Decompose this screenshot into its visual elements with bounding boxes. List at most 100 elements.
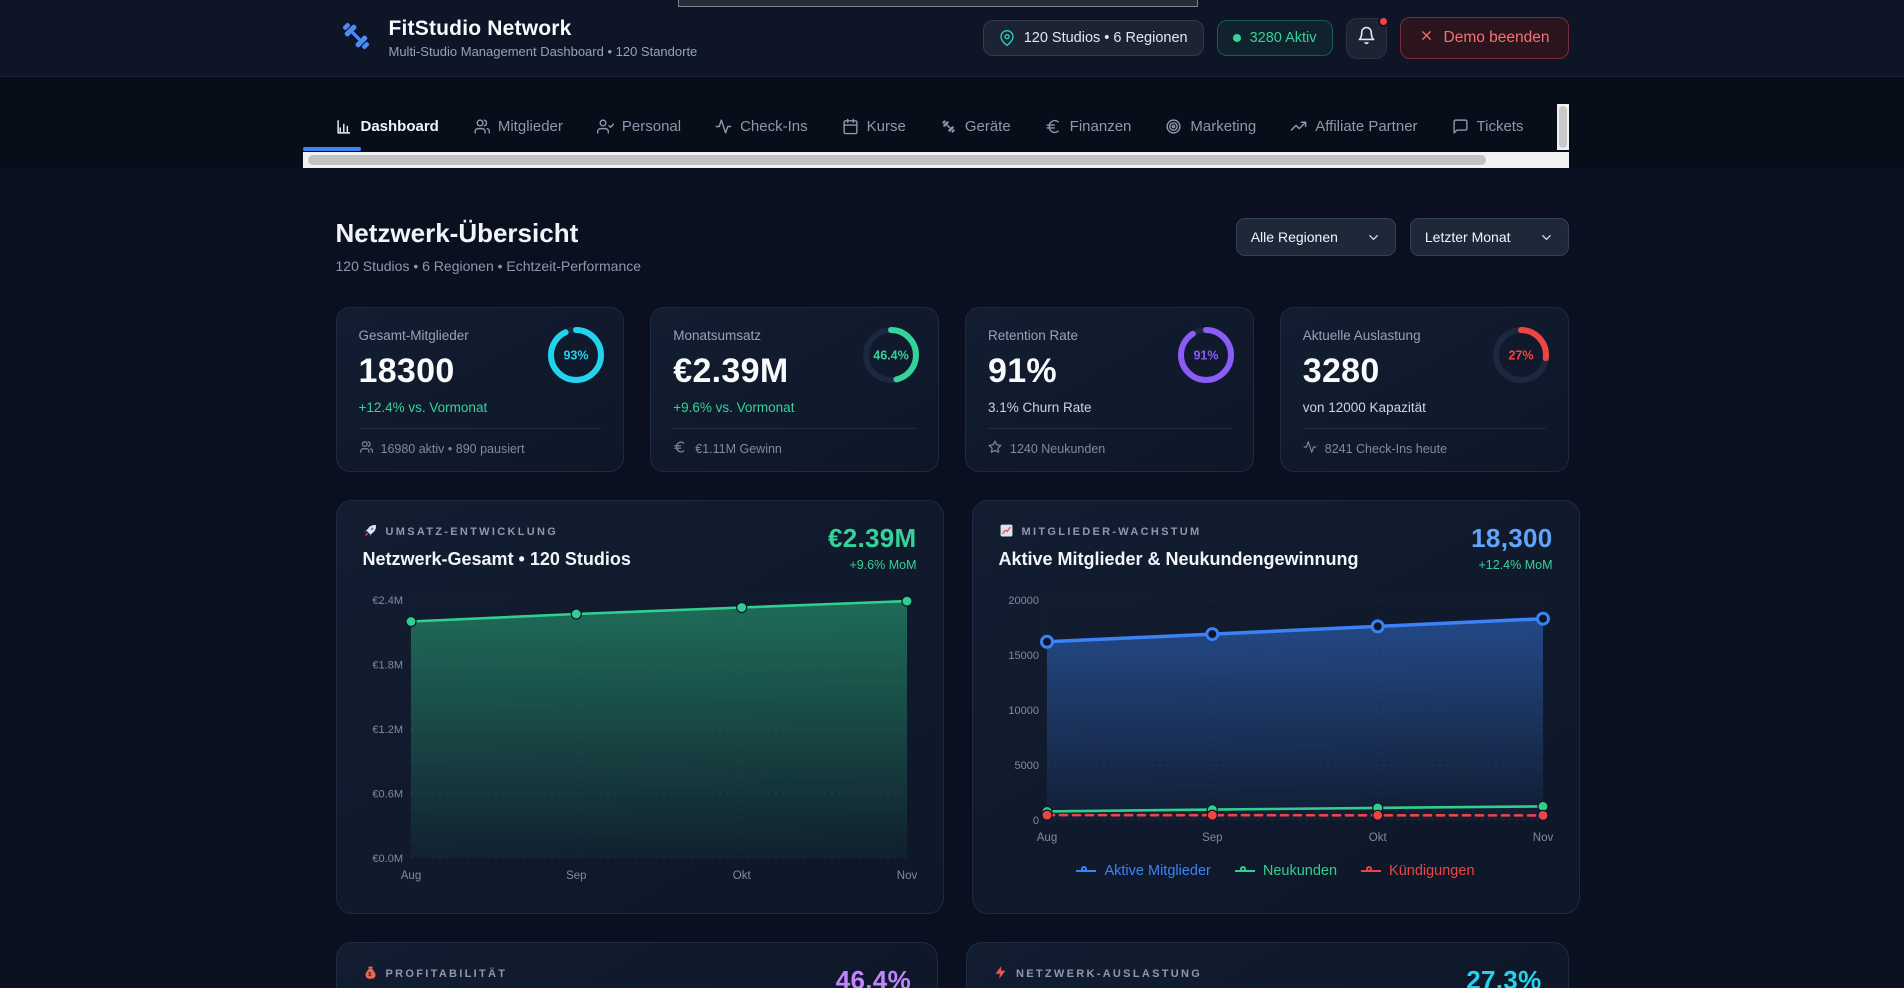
status-dot (1232, 34, 1241, 42)
bottom-cards-grid: $PROFITABILITÄTGewinnmarge & Profit-Entw… (335, 942, 1569, 988)
svg-text:Nov: Nov (896, 870, 916, 882)
zap-icon (995, 966, 1006, 979)
nav-section: Dashboard Mitglieder Personal Check-Ins Kurs… (0, 77, 1904, 168)
svg-text:Sep: Sep (566, 870, 586, 882)
kpi-card-gesamt-mitglieder: Gesamt-Mitglieder 18300 +12.4% vs. Vormona… (335, 307, 625, 472)
legend-item-k-ndigungen[interactable]: Kündigungen (1361, 863, 1475, 879)
bell-icon (1358, 26, 1374, 45)
main-content: Netzwerk-Übersicht 120 Studios • 6 Regio… (335, 218, 1580, 988)
kpi-value: 18300 (358, 352, 455, 390)
tab-kurse[interactable]: Kurse (842, 118, 906, 135)
tab-tickets[interactable]: Tickets (1452, 117, 1524, 135)
kpi-ring-retention-rate: 91% (1175, 324, 1237, 391)
revenue-chart-svg: €0.0M €0.6M €1.2M €1.8M €2.4M Aug Sep Okt Nov (372, 595, 917, 882)
message-icon (1452, 118, 1468, 134)
end-demo-label: Demo beenden (1443, 29, 1550, 46)
users-icon (474, 118, 490, 134)
star-icon (988, 440, 1002, 453)
kpi-footer: €1.11M Gewinn (673, 428, 916, 457)
tab-personal[interactable]: Personal (596, 117, 682, 135)
location-badge-label: 120 Studios • 6 Regionen (1023, 30, 1188, 46)
app-logo (336, 18, 376, 58)
svg-text:€0.0M: €0.0M (372, 853, 403, 865)
calendar-icon (843, 118, 858, 134)
tab-label: Tickets (1476, 117, 1524, 135)
kpi-footer: 8241 Check-Ins heute (1302, 428, 1546, 457)
card-eyebrow: $ PROFITABILITÄT (363, 965, 664, 983)
legend-item-aktive-mitglieder[interactable]: Aktive Mitglieder (1076, 863, 1211, 879)
kpi-footer-text: 1240 Neukunden (1010, 441, 1106, 456)
chart-eyebrow: UMSATZ-ENTWICKLUNG (363, 523, 631, 541)
svg-text:Aug: Aug (400, 870, 420, 882)
tabs-viewport: Dashboard Mitglieder Personal Check-Ins Kurs… (336, 103, 1557, 149)
app-title: FitStudio Network (388, 17, 572, 40)
legend-marker-icon (1234, 866, 1255, 876)
svg-text:93%: 93% (564, 349, 589, 363)
kpi-label: Gesamt-Mitglieder (358, 328, 469, 343)
rocket-icon (364, 524, 376, 537)
kpi-ring-gesamt-mitglieder: 93% (545, 324, 607, 391)
chart-headline-value: 18,300 (1471, 523, 1553, 553)
tab-finanzen[interactable]: Finanzen (1045, 118, 1131, 135)
chevron-down-icon (1541, 234, 1551, 240)
svg-text:€0.6M: €0.6M (372, 788, 403, 800)
chart-eyebrow: MITGLIEDER-WACHSTUM (999, 523, 1359, 541)
nav-scrollbar-thumb[interactable] (307, 155, 1486, 165)
region-filter-select[interactable]: Alle Regionen (1235, 218, 1396, 256)
kpi-label: Aktuelle Auslastung (1302, 328, 1421, 343)
bar-chart-icon (336, 119, 350, 134)
tab-affiliate-partner[interactable]: Affiliate Partner (1290, 118, 1418, 135)
svg-text:Okt: Okt (732, 870, 751, 882)
kpi-footer-text: €1.11M Gewinn (695, 441, 782, 456)
card-headline-value: 27.3% (1466, 965, 1542, 988)
nav-vertical-scrollbar-thumb[interactable] (1558, 106, 1567, 148)
card-netzwerk-auslastung: NETZWERK-AUSLASTUNGKapazitätsnutzung - L… (966, 942, 1569, 988)
tab-check-ins[interactable]: Check-Ins (715, 118, 808, 135)
kpi-value: 3280 (1302, 352, 1380, 390)
chart-headline-value: €2.39M (827, 523, 917, 553)
legend-marker-icon (1361, 866, 1382, 876)
euro-icon (1046, 119, 1059, 133)
active-badge-label: 3280 Aktiv (1249, 30, 1317, 46)
period-filter-value: Letzter Monat (1424, 229, 1511, 245)
legend-item-neukunden[interactable]: Neukunden (1234, 863, 1337, 879)
dumbbell-icon (342, 22, 369, 49)
page-subtitle: 120 Studios • 6 Regionen • Echtzeit-Perf… (335, 258, 642, 274)
trending-up-icon (1290, 121, 1307, 131)
ring-gauge: 91% (1177, 327, 1234, 383)
end-demo-button[interactable]: Demo beenden (1399, 17, 1569, 59)
revenue-chart-card: UMSATZ-ENTWICKLUNG Netzwerk-Gesamt • 120 … (335, 500, 944, 914)
kpi-card-aktuelle-auslastung: Aktuelle Auslastung 3280 von 12000 Kapazit… (1279, 307, 1569, 472)
tab-ger-te[interactable]: Geräte (940, 118, 1011, 135)
period-filter-select[interactable]: Letzter Monat (1409, 218, 1569, 256)
notifications-button[interactable] (1345, 15, 1389, 59)
nav-horizontal-scrollbar[interactable] (302, 152, 1569, 168)
tab-mitglieder[interactable]: Mitglieder (473, 118, 563, 135)
charts-grid: UMSATZ-ENTWICKLUNG Netzwerk-Gesamt • 120 … (335, 500, 1580, 914)
svg-text:20000: 20000 (1008, 595, 1039, 607)
legend-label: Aktive Mitglieder (1104, 863, 1211, 879)
card-eyebrow: NETZWERK-AUSLASTUNG (993, 965, 1205, 983)
tab-label: Personal (621, 117, 682, 135)
svg-text:5000: 5000 (1014, 760, 1038, 772)
users-icon (359, 441, 373, 453)
svg-text:27%: 27% (1508, 349, 1533, 363)
region-filter-value: Alle Regionen (1250, 229, 1338, 245)
tab-label: Mitglieder (497, 117, 563, 135)
ring-gauge: 46.4% (863, 327, 919, 383)
members-chart-card: MITGLIEDER-WACHSTUM Aktive Mitglieder & N… (971, 500, 1580, 914)
kpi-footer-text: 16980 aktiv • 890 pausiert (380, 441, 525, 456)
nav-vertical-scrollbar[interactable] (1556, 104, 1569, 150)
kpi-footer: 16980 aktiv • 890 pausiert (358, 428, 602, 457)
tab-dashboard[interactable]: Dashboard (336, 118, 439, 135)
kpi-trend: 3.1% Churn Rate (988, 400, 1092, 415)
tab-label: Marketing (1190, 117, 1257, 135)
svg-text:€1.8M: €1.8M (372, 659, 403, 671)
money-bag-icon: $ (365, 966, 375, 979)
svg-text:46.4%: 46.4% (873, 349, 908, 363)
tab-marketing[interactable]: Marketing (1165, 118, 1256, 135)
brand: FitStudio Network Multi-Studio Managemen… (336, 17, 697, 59)
tab-label: Dashboard (360, 117, 439, 135)
chart-headline-sub: +12.4% MoM (1478, 558, 1553, 572)
ring-gauge: 93% (548, 327, 605, 383)
